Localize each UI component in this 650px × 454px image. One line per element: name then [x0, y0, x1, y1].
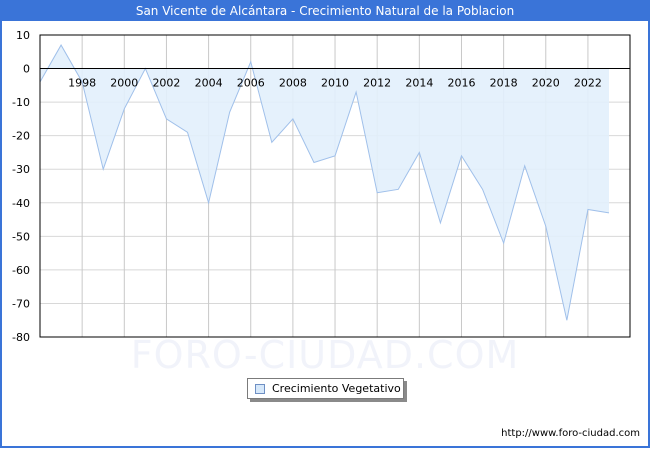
svg-text:2014: 2014 — [405, 77, 433, 90]
svg-text:2006: 2006 — [237, 77, 265, 90]
legend-label: Crecimiento Vegetativo — [272, 382, 401, 395]
svg-text:-30: -30 — [12, 163, 30, 176]
svg-text:-50: -50 — [12, 230, 30, 243]
svg-text:-80: -80 — [12, 331, 30, 344]
svg-text:2016: 2016 — [447, 77, 475, 90]
svg-text:2008: 2008 — [279, 77, 307, 90]
legend: Crecimiento Vegetativo — [247, 378, 404, 399]
legend-swatch-icon — [255, 384, 265, 394]
svg-text:-20: -20 — [12, 130, 30, 143]
svg-text:0: 0 — [23, 63, 30, 76]
svg-text:2018: 2018 — [490, 77, 518, 90]
y-axis-ticks: 10 0 -10 -20 -30 -40 -50 -60 -70 -80 — [12, 29, 30, 344]
watermark: FORO-CIUDAD.COM — [130, 333, 520, 377]
svg-text:2010: 2010 — [321, 77, 349, 90]
svg-text:-70: -70 — [12, 297, 30, 310]
svg-text:1998: 1998 — [68, 77, 96, 90]
area-fill — [40, 45, 609, 321]
series-line — [39, 44, 610, 321]
x-axis-ticks: 1998 2000 2002 2004 2006 2008 2010 2012 2014 2016… — [68, 77, 602, 90]
chart-title: San Vicente de Alcántara - Crecimiento N… — [0, 0, 650, 21]
svg-text:2002: 2002 — [152, 77, 180, 90]
svg-text:2022: 2022 — [574, 77, 602, 90]
source-url[interactable]: http://www.foro-ciudad.com — [501, 428, 640, 439]
svg-text:2000: 2000 — [110, 77, 138, 90]
svg-text:10: 10 — [16, 29, 30, 42]
svg-text:-60: -60 — [12, 264, 30, 277]
plot-border — [39, 34, 631, 338]
svg-text:-10: -10 — [12, 96, 30, 109]
svg-text:2012: 2012 — [363, 77, 391, 90]
svg-text:2020: 2020 — [532, 77, 560, 90]
svg-text:-40: -40 — [12, 197, 30, 210]
svg-text:2004: 2004 — [195, 77, 223, 90]
